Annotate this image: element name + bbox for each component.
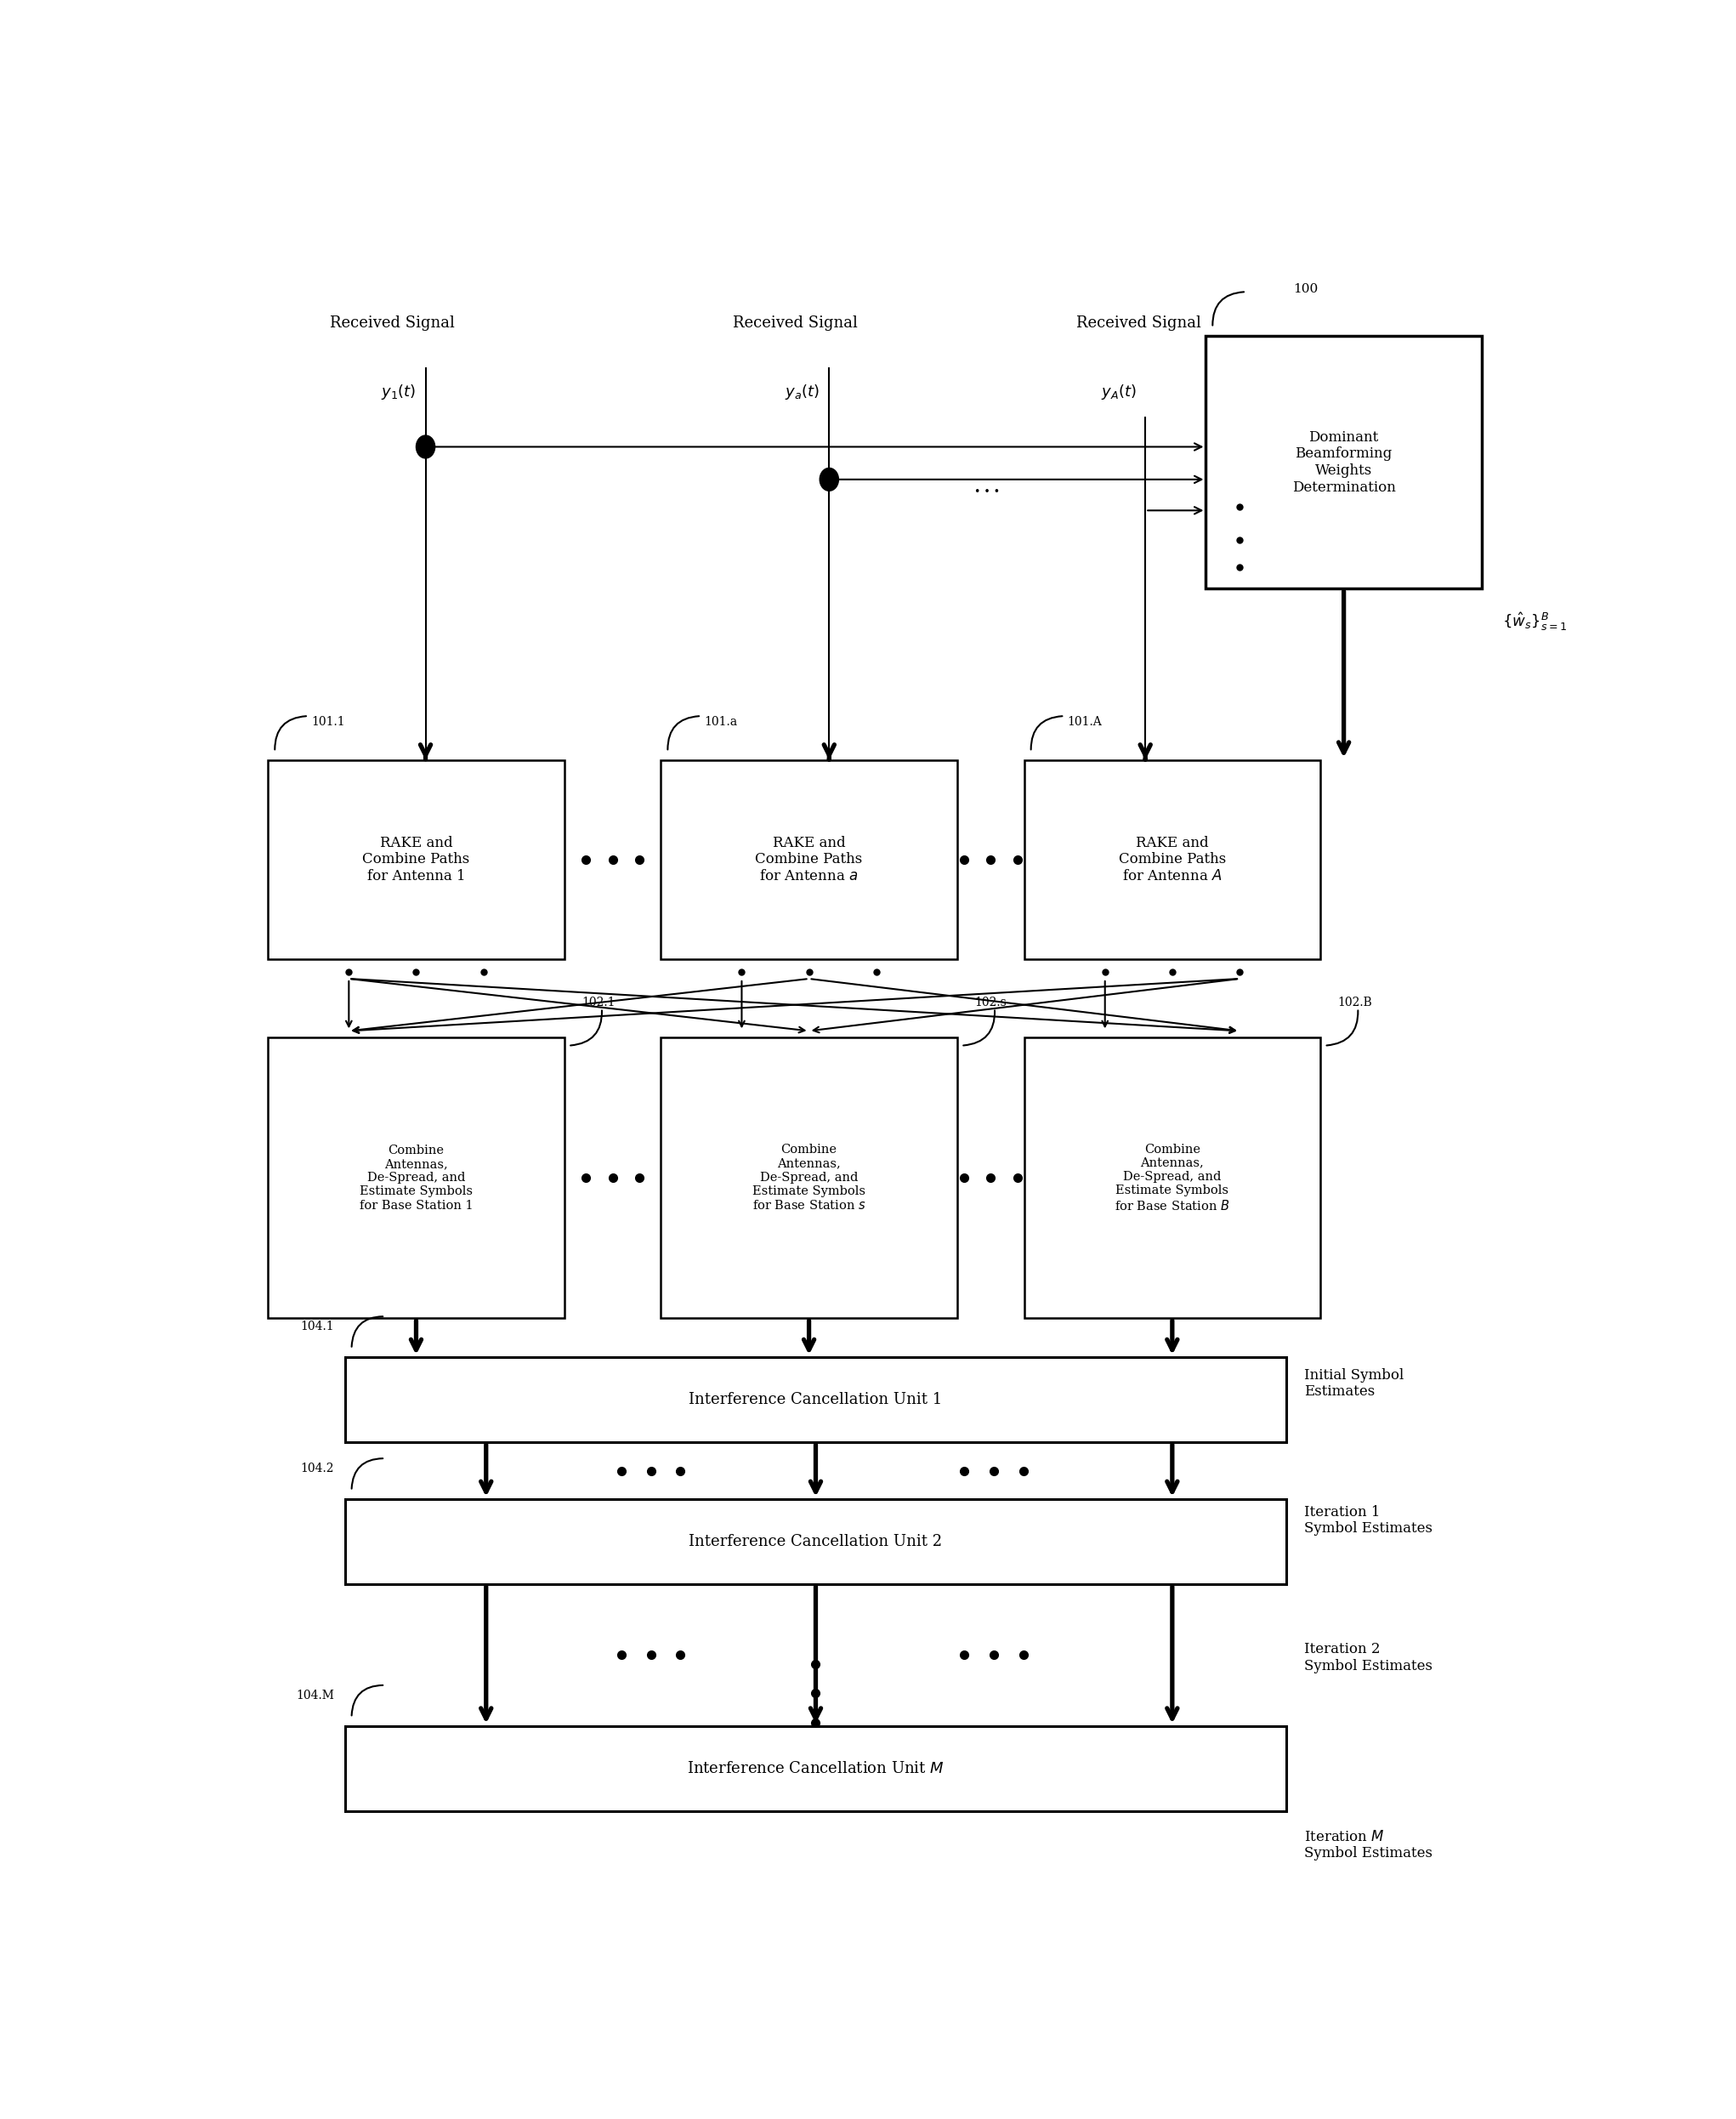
FancyBboxPatch shape bbox=[345, 1500, 1286, 1585]
Text: 101.a: 101.a bbox=[705, 716, 738, 727]
FancyBboxPatch shape bbox=[1024, 761, 1319, 960]
FancyBboxPatch shape bbox=[1024, 1038, 1319, 1318]
FancyBboxPatch shape bbox=[345, 1727, 1286, 1812]
Text: $y_1(t)$: $y_1(t)$ bbox=[382, 381, 417, 400]
Text: Iteration $M$
Symbol Estimates: Iteration $M$ Symbol Estimates bbox=[1304, 1829, 1432, 1860]
Text: Interference Cancellation Unit 1: Interference Cancellation Unit 1 bbox=[689, 1392, 943, 1407]
FancyBboxPatch shape bbox=[345, 1358, 1286, 1443]
Text: 104.2: 104.2 bbox=[300, 1462, 333, 1475]
Text: 104.1: 104.1 bbox=[300, 1320, 333, 1333]
Text: RAKE and
Combine Paths
for Antenna 1: RAKE and Combine Paths for Antenna 1 bbox=[363, 835, 470, 884]
Text: • • •: • • • bbox=[974, 485, 1000, 498]
Text: Combine
Antennas,
De-Spread, and
Estimate Symbols
for Base Station 1: Combine Antennas, De-Spread, and Estimat… bbox=[359, 1144, 472, 1212]
Text: RAKE and
Combine Paths
for Antenna $a$: RAKE and Combine Paths for Antenna $a$ bbox=[755, 835, 863, 884]
Text: Received Signal: Received Signal bbox=[1076, 316, 1201, 331]
FancyBboxPatch shape bbox=[661, 761, 957, 960]
Text: Combine
Antennas,
De-Spread, and
Estimate Symbols
for Base Station $B$: Combine Antennas, De-Spread, and Estimat… bbox=[1115, 1144, 1229, 1212]
Text: $y_A(t)$: $y_A(t)$ bbox=[1101, 381, 1135, 400]
Text: Initial Symbol
Estimates: Initial Symbol Estimates bbox=[1304, 1367, 1404, 1399]
FancyBboxPatch shape bbox=[267, 761, 564, 960]
FancyBboxPatch shape bbox=[1207, 335, 1481, 589]
Text: 102.B: 102.B bbox=[1338, 996, 1373, 1009]
Text: Interference Cancellation Unit $M$: Interference Cancellation Unit $M$ bbox=[687, 1761, 944, 1776]
Circle shape bbox=[417, 434, 436, 458]
Text: Received Signal: Received Signal bbox=[330, 316, 455, 331]
Text: Combine
Antennas,
De-Spread, and
Estimate Symbols
for Base Station $s$: Combine Antennas, De-Spread, and Estimat… bbox=[752, 1144, 866, 1212]
Circle shape bbox=[819, 468, 838, 492]
Text: 101.1: 101.1 bbox=[311, 716, 345, 727]
Text: 102.s: 102.s bbox=[974, 996, 1007, 1009]
Text: Dominant
Beamforming
Weights
Determination: Dominant Beamforming Weights Determinati… bbox=[1292, 430, 1396, 494]
Text: $\{\hat{w}_s\}_{s=1}^{B}$: $\{\hat{w}_s\}_{s=1}^{B}$ bbox=[1502, 610, 1566, 631]
Text: Received Signal: Received Signal bbox=[733, 316, 858, 331]
Text: 101.A: 101.A bbox=[1068, 716, 1102, 727]
Text: RAKE and
Combine Paths
for Antenna $A$: RAKE and Combine Paths for Antenna $A$ bbox=[1118, 835, 1226, 884]
Text: Iteration 2
Symbol Estimates: Iteration 2 Symbol Estimates bbox=[1304, 1642, 1432, 1674]
Text: 100: 100 bbox=[1293, 284, 1318, 295]
Text: Interference Cancellation Unit 2: Interference Cancellation Unit 2 bbox=[689, 1534, 943, 1549]
FancyBboxPatch shape bbox=[661, 1038, 957, 1318]
Text: Iteration 1
Symbol Estimates: Iteration 1 Symbol Estimates bbox=[1304, 1504, 1432, 1536]
Text: $y_a(t)$: $y_a(t)$ bbox=[785, 381, 819, 400]
Text: 102.1: 102.1 bbox=[582, 996, 615, 1009]
FancyBboxPatch shape bbox=[267, 1038, 564, 1318]
Text: 104.M: 104.M bbox=[295, 1689, 333, 1702]
